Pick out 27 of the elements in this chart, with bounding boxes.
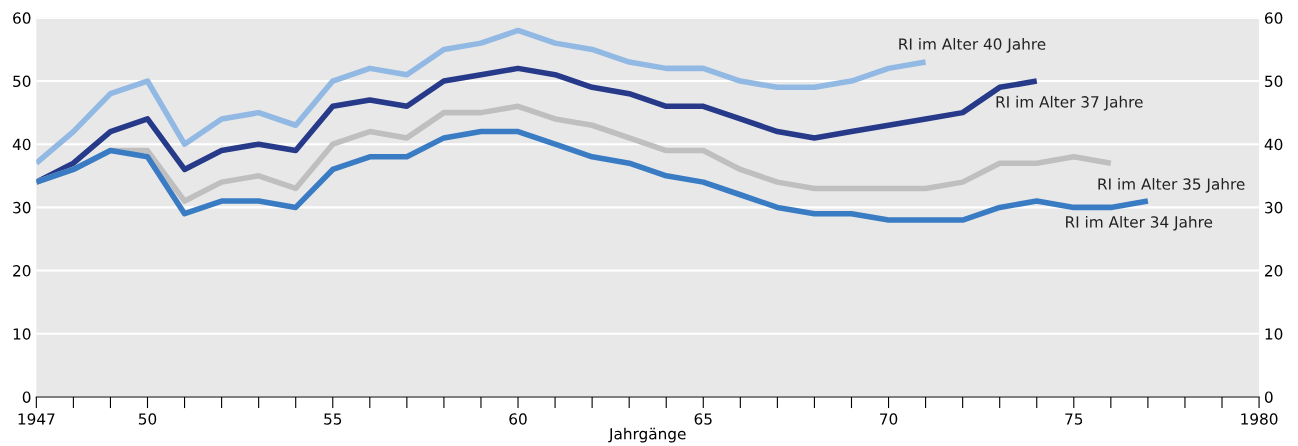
x-axis-title: Jahrgänge [608,427,686,443]
y2-tick-label: 50 [1265,75,1283,88]
y-tick-label: 60 [13,12,31,24]
x-tick-label: 55 [324,413,342,425]
y2-tick-label: 40 [1264,138,1283,151]
y-tick-label: 40 [12,138,31,151]
series-label: RI im Alter 34 Jahre [1066,215,1213,231]
series-label: RI im Alter 35 Jahre [1098,177,1245,193]
y2-tick-label: 30 [1265,201,1283,214]
series-label: RI im Alter 40 Jahre [899,38,1046,53]
x-tick-label: 70 [880,413,898,425]
x-tick-label: 50 [138,413,157,425]
y2-tick-label: 0 [1264,391,1273,403]
y2-tick-label: 60 [1264,12,1283,24]
y-tick-label: 20 [13,265,31,277]
x-tick-label: 1980 [1241,413,1278,425]
y-tick-label: 50 [13,75,31,88]
y-tick-label: 30 [13,201,31,214]
x-tick-label: 1947 [18,413,55,425]
series-label: RI im Alter 37 Jahre [996,95,1143,111]
x-tick-label: 60 [509,413,527,425]
y-tick-label: 10 [13,328,31,340]
x-tick-label: 75 [1065,413,1083,425]
y2-tick-label: 20 [1265,265,1283,277]
y2-tick-label: 10 [1265,328,1283,340]
x-tick-label: 65 [694,413,712,425]
y-tick-label: 0 [22,391,31,403]
